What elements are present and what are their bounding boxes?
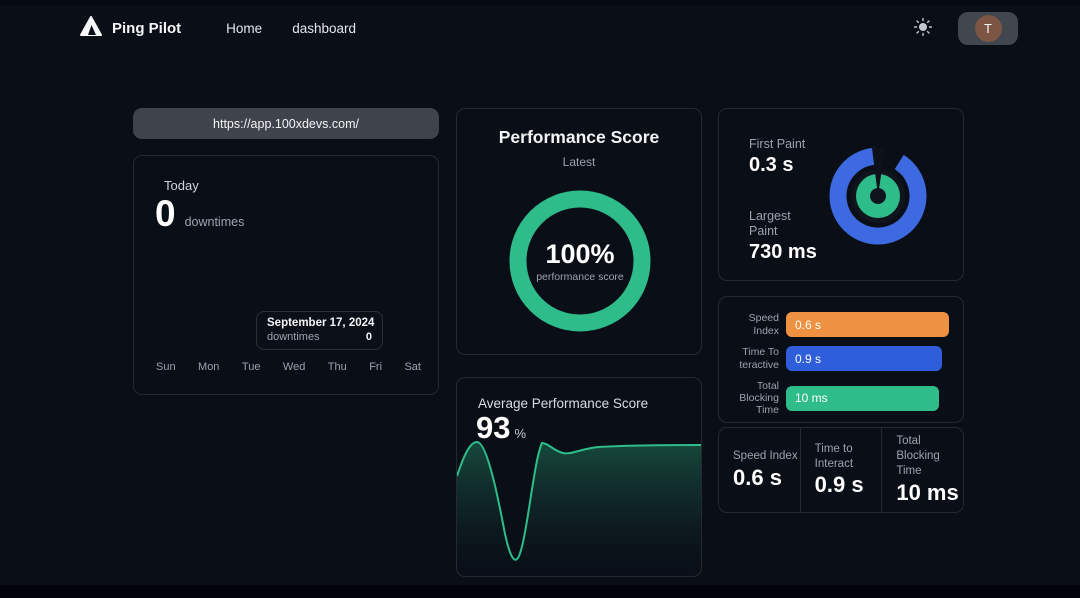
sun-icon [913,17,933,39]
avatar: T [974,14,1002,42]
tbt-bar: 10 ms [786,385,940,411]
largest-paint-value: 730 ms [749,241,817,263]
brand: Ping Pilot [80,15,182,41]
avatar-initial: T [984,20,992,36]
stat-time-to-interact-label: Time to Interact [814,442,854,470]
tti-bar-label: Time To teractive [739,346,779,371]
average-score-unit: % [514,426,527,441]
largest-paint-label: Largest Paint [749,209,791,238]
stat-speed-index: Speed Index 0.6 s [719,428,800,512]
weekday-label-tue: Tue [241,361,261,373]
downtime-count-label: downtimes [184,215,245,229]
stat-speed-index-label: Speed Index [733,450,798,463]
today-card: Today 0 downtimes September 17, 2024 dow… [133,155,439,395]
tti-bar-track: 0.9 s [786,346,949,371]
speed-index-bar-row: Speed Index 0.6 s [727,312,949,337]
stats-card: Speed Index 0.6 s Time to Interact 0.9 s… [718,427,964,513]
nav-link-home[interactable]: Home [226,20,263,36]
tooltip-metric-label: downtimes [267,331,320,343]
speed-index-bar: 0.6 s [786,312,949,337]
weekday-label-sat: Sat [404,361,421,373]
tooltip-metric-value: 0 [365,331,372,343]
tbt-bar-value: 10 ms [795,391,828,406]
stat-total-blocking-time: Total Blocking Time 10 ms [881,428,963,512]
stat-speed-index-value: 0.6 s [733,464,782,490]
average-score-value-row: 93 % [476,410,526,446]
tbt-bar-label: Total Blocking Time [739,380,779,417]
stat-time-to-interact: Time to Interact 0.9 s [799,428,882,512]
speed-index-bar-value: 0.6 s [795,317,822,332]
performance-score-caption: performance score [536,271,624,283]
performance-donut-center: 100% performance score [505,186,655,336]
average-score-area-chart [457,440,701,576]
speed-index-bar-track: 0.6 s [786,312,949,337]
paint-metrics-card: First Paint 0.3 s Largest Paint 730 ms [718,108,964,281]
weekday-row: Sun Mon Tue Wed Thu Fri Sat [156,361,421,373]
header: Ping Pilot Home dashboard [0,5,1080,51]
weekday-label-thu: Thu [327,361,347,373]
downtime-count: 0 [155,193,176,234]
weekday-label-wed: Wed [282,361,306,373]
brand-logo-icon [80,15,102,41]
tooltip-row: downtimes 0 [267,331,372,343]
header-right: T [913,11,1018,45]
average-score-card: Average Performance Score 93 % [456,377,702,577]
user-menu-button[interactable]: T [958,11,1018,45]
nav-link-dashboard[interactable]: dashboard [292,20,356,36]
first-paint-label: First Paint [749,137,806,151]
weekday-label-mon: Mon [198,361,220,373]
performance-score-title: Performance Score [498,127,660,147]
weekday-label-sun: Sun [156,361,176,373]
tti-bar: 0.9 s [786,346,943,371]
performance-score-value: 100% [545,239,615,269]
tooltip-date: September 17, 2024 [267,317,375,329]
bottom-edge-strip [0,585,1080,598]
today-label: Today [164,178,199,193]
paint-text-block: First Paint 0.3 s Largest Paint 730 ms [749,137,817,264]
stat-total-blocking-time-value: 10 ms [896,479,959,505]
paint-donut-chart [829,147,927,245]
tti-bar-value: 0.9 s [795,351,822,366]
url-bar[interactable]: https://app.100xdevs.com/ [133,108,439,139]
performance-score-subtitle: Latest [562,155,596,169]
average-score-title: Average Performance Score [478,396,649,411]
performance-donut-chart [509,190,651,332]
first-paint-value: 0.3 s [749,154,794,176]
brand-name: Ping Pilot [112,19,182,37]
metrics-bars-card: Speed Index 0.6 s Time To teractive 0.9 … [718,296,964,423]
performance-score-card: Performance Score Latest 100% performanc… [456,108,702,355]
main-nav: Home dashboard [226,21,356,36]
stat-time-to-interact-value: 0.9 s [814,472,864,498]
tbt-bar-track: 10 ms [786,385,949,411]
downtime-row: 0 downtimes [155,193,244,235]
theme-toggle-button[interactable] [913,17,933,39]
date-tooltip: September 17, 2024 downtimes 0 [256,311,383,350]
tti-bar-row: Time To teractive 0.9 s [727,346,949,371]
weekday-label-fri: Fri [369,361,383,373]
tbt-bar-row: Total Blocking Time 10 ms [727,380,949,416]
url-text: https://app.100xdevs.com/ [213,116,359,131]
average-score-value: 93 [476,410,511,445]
top-edge-strip [0,0,1080,5]
speed-index-bar-label: Speed Index [748,312,779,337]
stat-total-blocking-time-label: Total Blocking Time [896,435,940,477]
